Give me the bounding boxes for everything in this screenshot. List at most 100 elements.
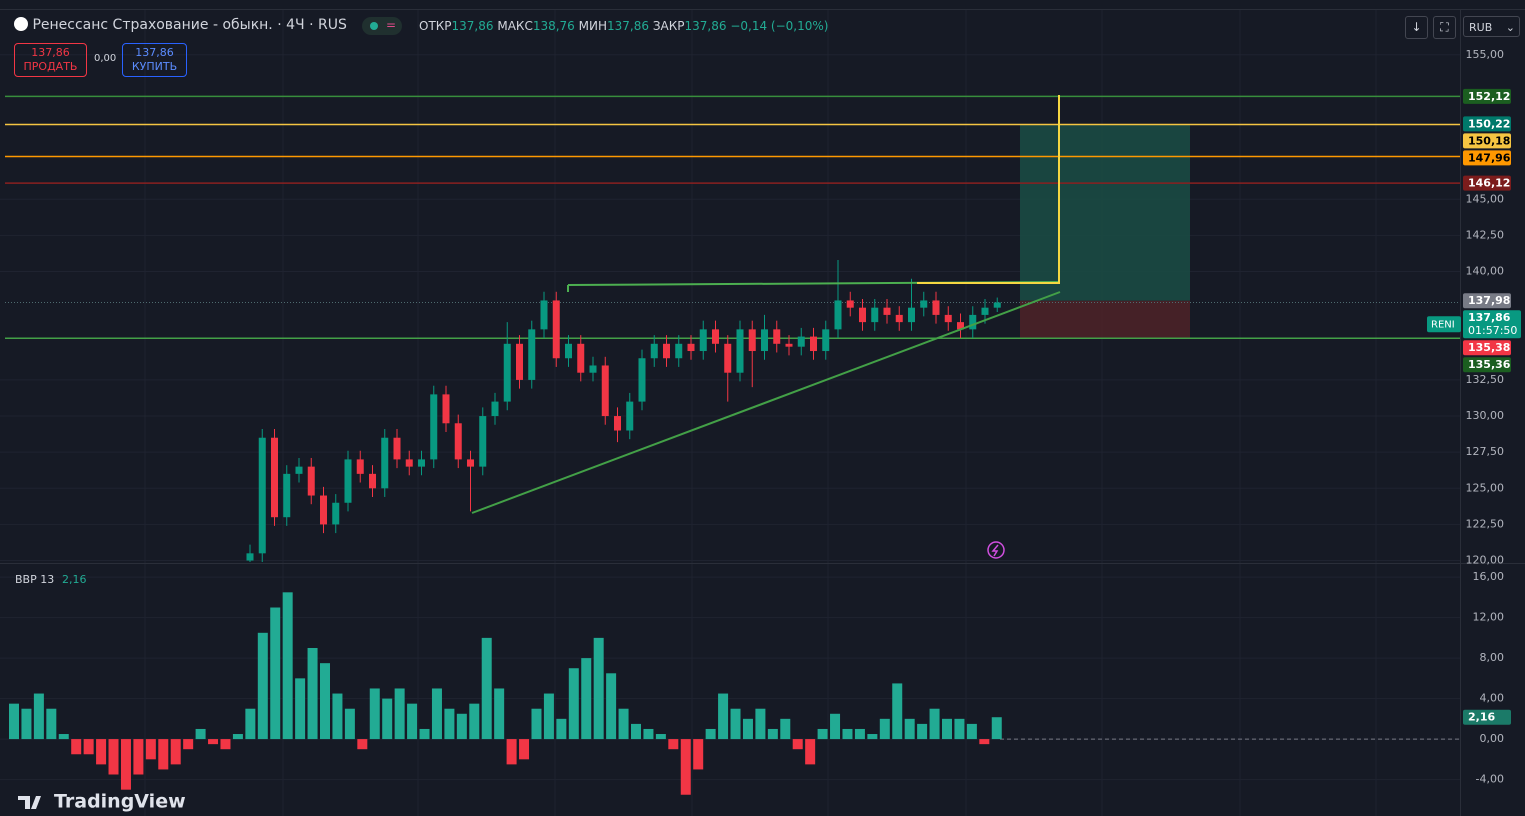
event-icon[interactable] — [987, 541, 1005, 559]
histogram-bar — [979, 739, 990, 745]
histogram-bar — [456, 713, 467, 740]
histogram-bar — [519, 739, 530, 760]
candle-body — [908, 307, 915, 323]
histogram-bar — [320, 663, 330, 740]
candle-body — [797, 336, 805, 347]
histogram-bar — [730, 708, 741, 740]
candle-body — [540, 300, 548, 330]
histogram-bar — [780, 718, 791, 740]
candle-body — [724, 343, 732, 373]
candle-body — [381, 437, 389, 489]
histogram-bar — [83, 739, 94, 755]
candle-body — [479, 416, 487, 467]
candle-body — [993, 302, 1001, 308]
axis-label: 135,36 — [1468, 358, 1511, 371]
axis-label-bg — [1463, 709, 1511, 725]
histogram-bar — [618, 708, 629, 740]
histogram-bar — [991, 717, 1002, 740]
candle-body — [246, 553, 254, 561]
countdown: 01:57:50 — [1468, 324, 1517, 337]
histogram-bar — [506, 739, 517, 765]
indicator-value: 2,16 — [62, 573, 87, 586]
symbol-tag-bg — [1427, 316, 1461, 333]
candle-body — [454, 423, 462, 460]
y-tick-label: 8,00 — [1480, 651, 1505, 664]
axis-label: 147,96 — [1468, 151, 1511, 164]
candle-body — [687, 343, 695, 352]
candle-body — [503, 343, 511, 402]
currency-select[interactable]: RUB ⌄ — [1463, 16, 1520, 37]
histogram-bar — [742, 718, 753, 740]
histogram-bar — [369, 688, 380, 740]
histogram-bar — [805, 739, 816, 765]
candle-body — [663, 343, 670, 359]
drawings — [471, 95, 1061, 559]
candle-body — [577, 343, 585, 373]
y-tick-label: 0,00 — [1480, 732, 1505, 745]
histogram-bar — [556, 718, 567, 740]
histogram-bar — [344, 708, 355, 740]
histogram-bar — [208, 739, 219, 745]
histogram-bar — [842, 728, 853, 740]
candle-body — [418, 459, 425, 467]
candle-body — [320, 495, 327, 525]
histogram-bar — [21, 708, 32, 740]
histogram-bar — [170, 739, 181, 765]
buy-button[interactable]: 137,86 КУПИТЬ — [122, 43, 187, 77]
histogram-bar — [568, 668, 579, 740]
y-tick-label: 130,00 — [1466, 409, 1505, 422]
histogram-bar — [942, 718, 952, 740]
candle-body — [565, 343, 572, 359]
histogram-bar — [295, 678, 306, 740]
ohlc: ОТКР137,86 МАКС138,76 МИН137,86 ЗАКР137,… — [419, 19, 828, 33]
histogram-bar — [543, 693, 554, 740]
candle-body — [614, 416, 621, 431]
candle-body — [369, 473, 376, 489]
event-bolt — [991, 544, 999, 557]
histogram-bar — [9, 703, 19, 740]
histogram-bar — [929, 708, 940, 740]
histogram-bar — [444, 708, 455, 740]
histogram-bar — [693, 739, 704, 770]
candle-body — [442, 394, 450, 424]
download-button[interactable]: ↓ — [1405, 16, 1428, 39]
y-tick-label: 127,50 — [1466, 445, 1505, 458]
y-tick-label: 142,50 — [1466, 228, 1505, 241]
histogram-bar — [33, 693, 44, 740]
candle-body — [344, 459, 352, 503]
histogram-bar — [904, 718, 915, 740]
y-tick-label: 132,50 — [1466, 373, 1505, 386]
candle-body — [895, 314, 903, 323]
candle-body — [405, 459, 413, 467]
buy-label: КУПИТЬ — [131, 60, 178, 73]
histogram-bar — [966, 723, 977, 740]
histogram-bar — [71, 739, 82, 755]
axis-label-bg — [1463, 150, 1511, 166]
candle-body — [871, 307, 879, 323]
histogram-bar — [232, 734, 243, 740]
price-axis: 155,00 145,00 142,50 140,00 132,50 130,00 127,… — [1427, 48, 1521, 786]
status-pill[interactable]: = — [362, 17, 402, 35]
axis-label: 152,12 — [1468, 90, 1510, 103]
ohlc-value: 137,86 — [684, 19, 727, 33]
histogram-bar — [133, 739, 144, 775]
sell-button[interactable]: 137,86 ПРОДАТЬ — [14, 43, 87, 77]
candle-body — [773, 329, 781, 344]
sell-price: 137,86 — [31, 46, 70, 59]
candle-body — [944, 314, 952, 323]
candle-body — [822, 329, 830, 352]
logo-text: TradingView — [54, 791, 186, 813]
candle-body — [271, 437, 278, 518]
candle-body — [258, 437, 266, 554]
buy-price: 137,86 — [135, 46, 174, 59]
candle-body — [356, 459, 364, 474]
symbol-title[interactable]: Ренессанс Страхование - обыкн. · 4Ч · RU… — [32, 17, 347, 33]
histogram-bar — [631, 723, 641, 740]
profit-zone — [1020, 124, 1190, 301]
fullscreen-button[interactable]: ⛶ — [1433, 16, 1456, 39]
symbol-icon — [14, 17, 28, 31]
histogram-bar — [220, 739, 231, 750]
histogram-bar — [58, 734, 69, 740]
candle-body — [307, 466, 315, 496]
